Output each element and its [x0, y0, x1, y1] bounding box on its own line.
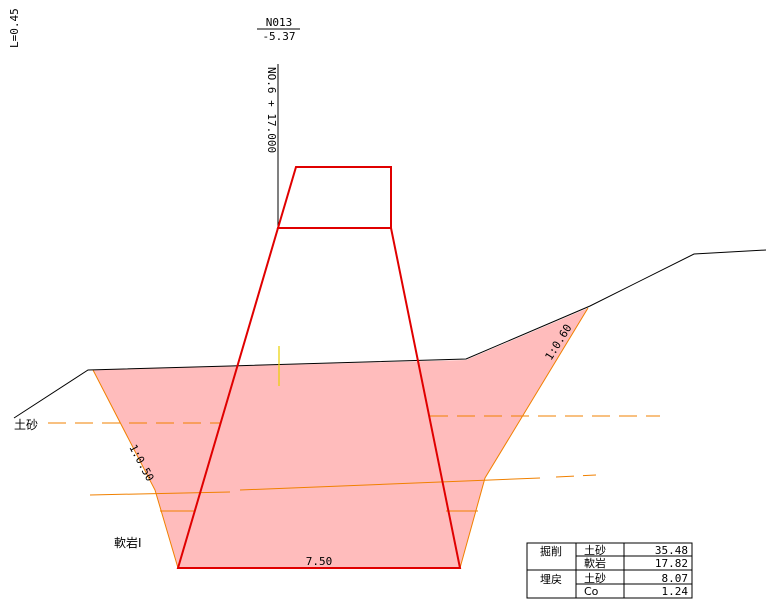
bottom-width-label: 7.50	[306, 555, 333, 568]
rock-boundary-dash	[555, 474, 597, 478]
qty-group-excavation: 掘削	[540, 544, 562, 558]
soil-label: 土砂	[14, 418, 38, 432]
right-slope-line	[459, 307, 589, 569]
qty-material-2: 軟岩	[584, 556, 606, 570]
qty-value-3: 8.07	[662, 572, 689, 585]
station-elevation: -5.37	[262, 30, 295, 43]
left-slope-line	[92, 369, 179, 569]
qty-material-4: Co	[584, 585, 599, 598]
qty-material-1: 土砂	[584, 544, 606, 557]
qty-value-2: 17.82	[655, 557, 688, 570]
rock-boundary-mid	[239, 477, 541, 491]
rock-boundary-left	[89, 491, 231, 496]
structure-cap	[276, 166, 392, 229]
station-chainage: NO.6 + 17.000	[265, 67, 278, 153]
left-length-label: L=0.45	[8, 8, 21, 48]
soft-rock-label: 軟岩Ⅰ	[114, 535, 142, 550]
excavation-area	[93, 308, 588, 568]
qty-group-backfill: 埋戻	[540, 573, 562, 586]
ground-line	[13, 249, 766, 419]
qty-value-4: 1.24	[662, 585, 689, 598]
station-name: N013	[266, 16, 293, 29]
qty-material-3: 土砂	[584, 572, 606, 585]
qty-value-1: 35.48	[655, 544, 688, 557]
quantity-table: 掘削 埋戻 土砂 軟岩 土砂 Co 35.48 17.82 8.07 1.24	[526, 542, 693, 599]
